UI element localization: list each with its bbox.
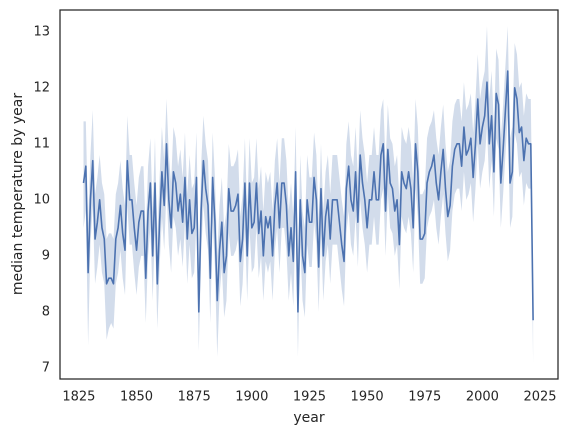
x-tick-label: 1975 (408, 390, 441, 405)
x-tick-label: 2025 (523, 390, 556, 405)
x-tick-label: 1875 (178, 390, 211, 405)
confidence-band (83, 26, 534, 363)
x-tick-label: 1925 (293, 390, 326, 405)
y-tick-label: 11 (33, 136, 50, 151)
y-tick-label: 12 (33, 80, 50, 95)
line (82, 70, 534, 321)
plot-frame (59, 9, 559, 380)
x-tick-label: 1850 (120, 390, 153, 405)
x-tick-label: 2000 (466, 390, 499, 405)
y-tick-label: 10 (33, 192, 50, 207)
x-tick-label: 1950 (351, 390, 384, 405)
x-tick-label: 1900 (235, 390, 268, 405)
y-tick-label: 9 (42, 248, 50, 263)
y-tick-label: 8 (42, 304, 50, 319)
x-axis-label: year (293, 410, 324, 426)
y-tick-label: 7 (42, 360, 50, 375)
y-axis-label: median temperature by year (10, 93, 26, 295)
y-tick-label: 13 (33, 24, 50, 39)
x-tick-label: 1825 (62, 390, 95, 405)
